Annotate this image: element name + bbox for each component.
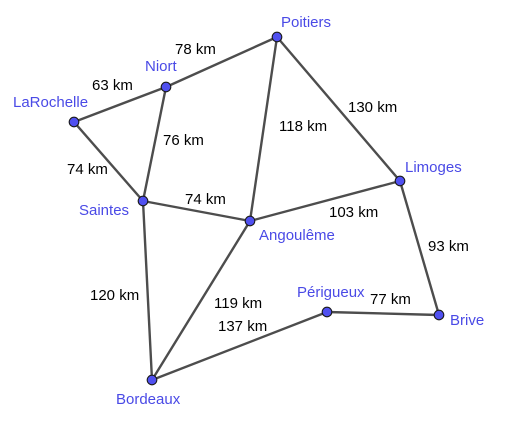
- road-poitiers-limoges: [275, 35, 402, 183]
- city-label-limoges: Limoges: [405, 159, 462, 176]
- road-saintes-bordeaux: [141, 199, 154, 382]
- city-node-angouleme[interactable]: [244, 215, 256, 227]
- city-node-larochelle[interactable]: [68, 116, 80, 128]
- city-label-brive: Brive: [450, 312, 484, 329]
- road-angouleme-bordeaux: [150, 219, 252, 382]
- city-label-larochelle: LaRochelle: [13, 94, 88, 111]
- city-label-poitiers: Poitiers: [281, 14, 331, 31]
- city-label-saintes: Saintes: [79, 202, 129, 219]
- distance-label-saintes-bordeaux: 120 km: [90, 287, 139, 304]
- city-label-bordeaux: Bordeaux: [116, 391, 181, 408]
- road-saintes-angouleme: [141, 199, 252, 223]
- distance-label-angouleme-limoges: 103 km: [329, 204, 378, 221]
- road-angouleme-limoges: [248, 179, 402, 223]
- distance-label-angouleme-bordeaux: 119 km: [214, 295, 262, 312]
- city-node-saintes[interactable]: [137, 195, 149, 207]
- road-bordeaux-perigueux: [150, 310, 329, 382]
- distance-label-niort-poitiers: 78 km: [175, 41, 216, 58]
- distance-label-perigueux-brive: 77 km: [370, 291, 411, 308]
- road-larochelle-niort: [72, 85, 168, 124]
- road-poitiers-angouleme: [248, 35, 279, 223]
- city-node-brive[interactable]: [433, 309, 445, 321]
- distance-label-limoges-brive: 93 km: [428, 238, 469, 255]
- road-niort-poitiers: [164, 35, 279, 89]
- distance-label-poitiers-limoges: 130 km: [348, 99, 397, 116]
- city-node-bordeaux[interactable]: [146, 374, 158, 386]
- road-niort-saintes: [141, 85, 168, 203]
- road-edges: [72, 35, 441, 382]
- city-nodes: [68, 31, 445, 386]
- distance-label-saintes-angouleme: 74 km: [185, 191, 226, 208]
- city-node-limoges[interactable]: [394, 175, 406, 187]
- city-node-poitiers[interactable]: [271, 31, 283, 43]
- city-label-angouleme: Angoulême: [259, 227, 335, 244]
- city-node-perigueux[interactable]: [321, 306, 333, 318]
- road-limoges-brive: [398, 179, 441, 317]
- road-larochelle-saintes: [72, 120, 145, 203]
- distance-label-bordeaux-perigueux: 137 km: [218, 318, 267, 335]
- distance-label-larochelle-saintes: 74 km: [67, 161, 108, 178]
- road-perigueux-brive: [325, 310, 441, 317]
- distance-label-larochelle-niort: 63 km: [92, 77, 133, 94]
- labels: Poitiers Niort LaRochelle Saintes Angoul…: [13, 14, 484, 408]
- city-label-niort: Niort: [145, 58, 178, 75]
- city-label-perigueux: Périgueux: [297, 284, 365, 301]
- distance-label-niort-saintes: 76 km: [163, 132, 204, 149]
- city-node-niort[interactable]: [160, 81, 172, 93]
- distance-label-poitiers-angouleme: 118 km: [279, 118, 327, 135]
